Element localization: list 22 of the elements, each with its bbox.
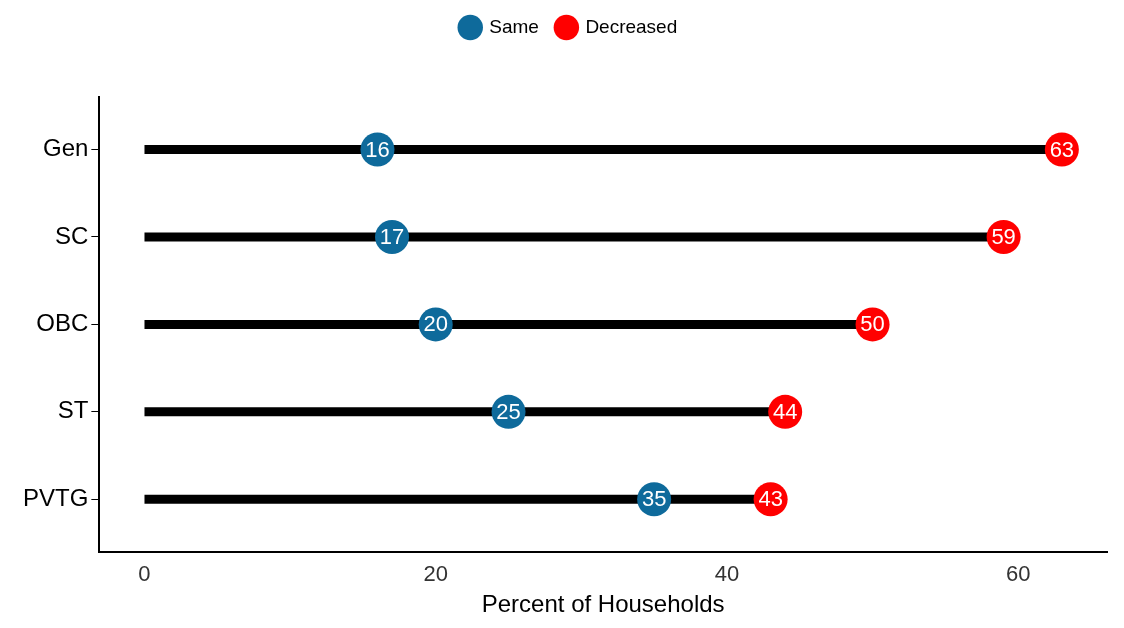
x-tick-label: 60 [1005, 561, 1031, 587]
data-label: 17 [379, 224, 405, 249]
data-label: 50 [860, 311, 885, 337]
data-label: 44 [772, 398, 798, 424]
legend-label: Same [489, 15, 539, 37]
data-label: 59 [991, 224, 1016, 249]
y-tick-label: OBC [36, 309, 89, 337]
y-tick-label: Gen [42, 134, 89, 162]
x-axis-title: Percent of Households [481, 590, 725, 618]
x-tick-label: 20 [423, 561, 448, 587]
x-tick-label: 40 [714, 561, 740, 587]
y-tick-label: SC [55, 221, 89, 249]
data-label: 25 [496, 398, 521, 424]
data-label: 16 [365, 136, 390, 162]
data-label: 43 [758, 486, 783, 512]
data-label: 35 [641, 486, 667, 512]
y-tick-label: PVTG [23, 483, 89, 511]
x-tick-label: 0 [138, 561, 151, 587]
data-label: 63 [1049, 136, 1075, 162]
legend-label: Decreased [585, 15, 678, 37]
data-label: 20 [423, 311, 448, 337]
y-tick-label: ST [57, 396, 89, 424]
